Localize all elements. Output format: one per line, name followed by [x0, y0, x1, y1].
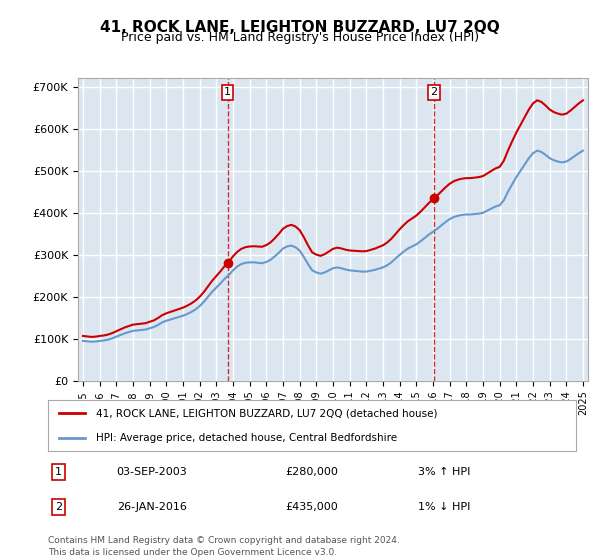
Text: £280,000: £280,000: [286, 467, 338, 477]
Text: 2: 2: [55, 502, 62, 512]
Text: 2: 2: [431, 87, 438, 97]
Text: Price paid vs. HM Land Registry's House Price Index (HPI): Price paid vs. HM Land Registry's House …: [121, 31, 479, 44]
Text: 1: 1: [224, 87, 231, 97]
Text: £435,000: £435,000: [286, 502, 338, 512]
Text: 26-JAN-2016: 26-JAN-2016: [116, 502, 187, 512]
Text: Contains HM Land Registry data © Crown copyright and database right 2024.: Contains HM Land Registry data © Crown c…: [48, 536, 400, 545]
Text: 1% ↓ HPI: 1% ↓ HPI: [418, 502, 470, 512]
Text: 3% ↑ HPI: 3% ↑ HPI: [418, 467, 470, 477]
Text: This data is licensed under the Open Government Licence v3.0.: This data is licensed under the Open Gov…: [48, 548, 337, 557]
Text: 41, ROCK LANE, LEIGHTON BUZZARD, LU7 2QQ (detached house): 41, ROCK LANE, LEIGHTON BUZZARD, LU7 2QQ…: [95, 408, 437, 418]
Text: 03-SEP-2003: 03-SEP-2003: [116, 467, 187, 477]
Text: 41, ROCK LANE, LEIGHTON BUZZARD, LU7 2QQ: 41, ROCK LANE, LEIGHTON BUZZARD, LU7 2QQ: [100, 20, 500, 35]
Text: HPI: Average price, detached house, Central Bedfordshire: HPI: Average price, detached house, Cent…: [95, 433, 397, 443]
Text: 1: 1: [55, 467, 62, 477]
